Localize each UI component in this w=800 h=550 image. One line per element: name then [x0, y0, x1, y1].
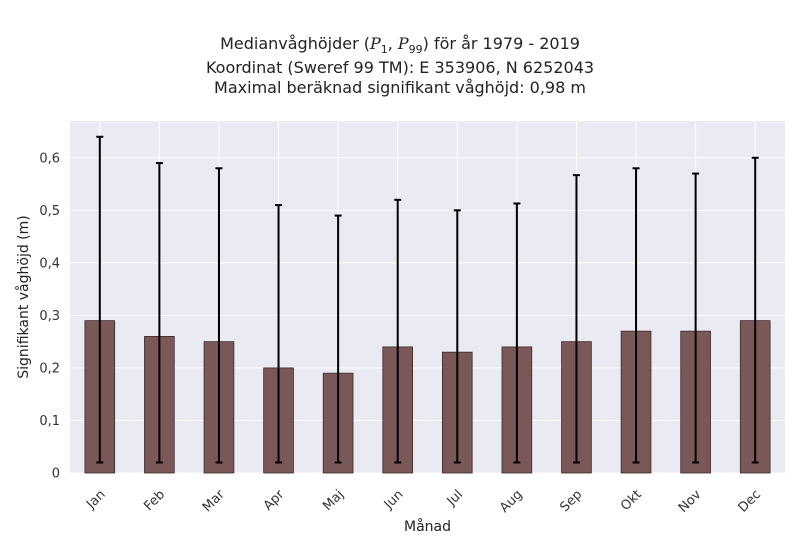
y-tick-label: 0,4: [39, 256, 60, 271]
x-tick-label: Mar: [200, 487, 228, 515]
chart-title-line-3: Maximal beräknad signifikant våghöjd: 0,…: [214, 78, 586, 97]
x-tick-label: Jun: [381, 487, 407, 513]
x-tick-label: Feb: [141, 487, 168, 514]
chart-title-line-2: Koordinat (Sweref 99 TM): E 353906, N 62…: [205, 58, 595, 77]
y-tick-label: 0,6: [39, 151, 60, 166]
x-tick-label: Jan: [83, 487, 108, 512]
x-tick-label: Nov: [676, 487, 705, 516]
x-tick-label: Apr: [261, 487, 288, 514]
error-bars: [96, 135, 759, 464]
y-tick-label: 0,2: [39, 361, 60, 376]
y-tick-label: 0,5: [39, 204, 60, 219]
y-ticks: 0 0,1 0,2 0,3 0,4 0,5 0,6: [39, 151, 60, 481]
x-tick-label: Jul: [444, 487, 466, 509]
y-tick-label: 0,3: [39, 309, 60, 324]
chart-title-line-1: Medianvåghöjder (P1, P99) för år 1979 - …: [220, 34, 580, 57]
x-tick-label: Okt: [618, 487, 645, 514]
y-tick-label: 0,1: [39, 414, 60, 429]
x-tick-label: Dec: [736, 487, 764, 515]
x-tick-label: Sep: [557, 487, 585, 515]
x-ticks: Jan Feb Mar Apr Maj Jun Jul Aug Sep Okt Nov Dec: [83, 487, 764, 516]
plot-background: [70, 121, 785, 473]
x-tick-label: Maj: [320, 487, 347, 514]
y-tick-label: 0: [52, 467, 60, 482]
y-axis-label: Signifikant våghöjd (m): [15, 215, 32, 378]
x-axis-label: Månad: [404, 518, 451, 535]
x-tick-label: Aug: [497, 487, 526, 516]
